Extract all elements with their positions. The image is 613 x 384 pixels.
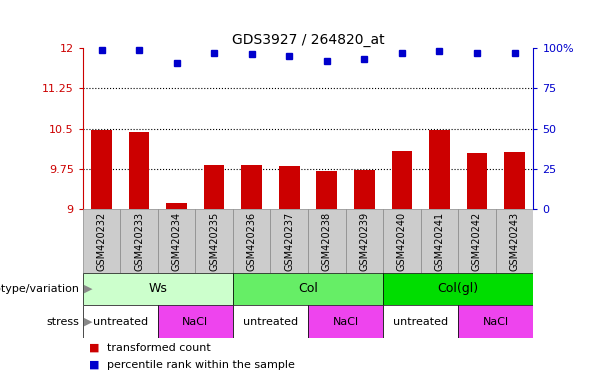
Bar	[383, 209, 421, 273]
Bar	[383, 273, 533, 305]
Text: GSM420241: GSM420241	[435, 212, 444, 271]
Text: GSM420242: GSM420242	[472, 212, 482, 271]
Text: NaCl: NaCl	[182, 316, 208, 327]
Bar	[308, 209, 346, 273]
Bar	[429, 130, 450, 209]
Text: GSM420238: GSM420238	[322, 212, 332, 271]
Bar	[233, 209, 270, 273]
Bar	[233, 305, 308, 338]
Text: ▶: ▶	[84, 316, 93, 327]
Bar	[279, 166, 300, 209]
Text: untreated: untreated	[393, 316, 448, 327]
Bar	[270, 209, 308, 273]
Text: GSM420232: GSM420232	[96, 212, 107, 271]
Text: ▶: ▶	[84, 284, 93, 294]
Text: GSM420243: GSM420243	[509, 212, 520, 271]
Text: Ws: Ws	[148, 283, 167, 295]
Bar	[421, 209, 458, 273]
Text: percentile rank within the sample: percentile rank within the sample	[107, 360, 295, 370]
Bar	[158, 305, 233, 338]
Text: ■: ■	[89, 343, 99, 353]
Bar	[83, 305, 158, 338]
Bar	[166, 203, 187, 209]
Text: NaCl: NaCl	[482, 316, 509, 327]
Bar	[233, 273, 383, 305]
Text: stress: stress	[47, 316, 80, 327]
Bar	[458, 209, 496, 273]
Bar	[129, 132, 150, 209]
Bar	[120, 209, 158, 273]
Text: GSM420239: GSM420239	[359, 212, 370, 271]
Title: GDS3927 / 264820_at: GDS3927 / 264820_at	[232, 33, 384, 47]
Text: GSM420236: GSM420236	[246, 212, 257, 271]
Bar	[466, 153, 487, 209]
Text: NaCl: NaCl	[332, 316, 359, 327]
Text: untreated: untreated	[243, 316, 298, 327]
Text: GSM420233: GSM420233	[134, 212, 144, 271]
Text: Col: Col	[298, 283, 318, 295]
Bar	[346, 209, 383, 273]
Bar	[204, 165, 224, 209]
Text: GSM420240: GSM420240	[397, 212, 407, 271]
Text: ■: ■	[89, 360, 99, 370]
Bar	[458, 305, 533, 338]
Text: genotype/variation: genotype/variation	[0, 284, 80, 294]
Text: untreated: untreated	[93, 316, 148, 327]
Bar	[504, 152, 525, 209]
Bar	[242, 165, 262, 209]
Bar	[383, 305, 458, 338]
Text: GSM420235: GSM420235	[209, 212, 219, 271]
Bar	[354, 170, 375, 209]
Bar	[316, 170, 337, 209]
Bar	[91, 130, 112, 209]
Text: GSM420234: GSM420234	[172, 212, 181, 271]
Bar	[392, 151, 412, 209]
Text: transformed count: transformed count	[107, 343, 211, 353]
Bar	[158, 209, 196, 273]
Bar	[83, 273, 233, 305]
Bar	[496, 209, 533, 273]
Text: Col(gl): Col(gl)	[438, 283, 479, 295]
Bar	[83, 209, 120, 273]
Bar	[196, 209, 233, 273]
Text: GSM420237: GSM420237	[284, 212, 294, 271]
Bar	[308, 305, 383, 338]
